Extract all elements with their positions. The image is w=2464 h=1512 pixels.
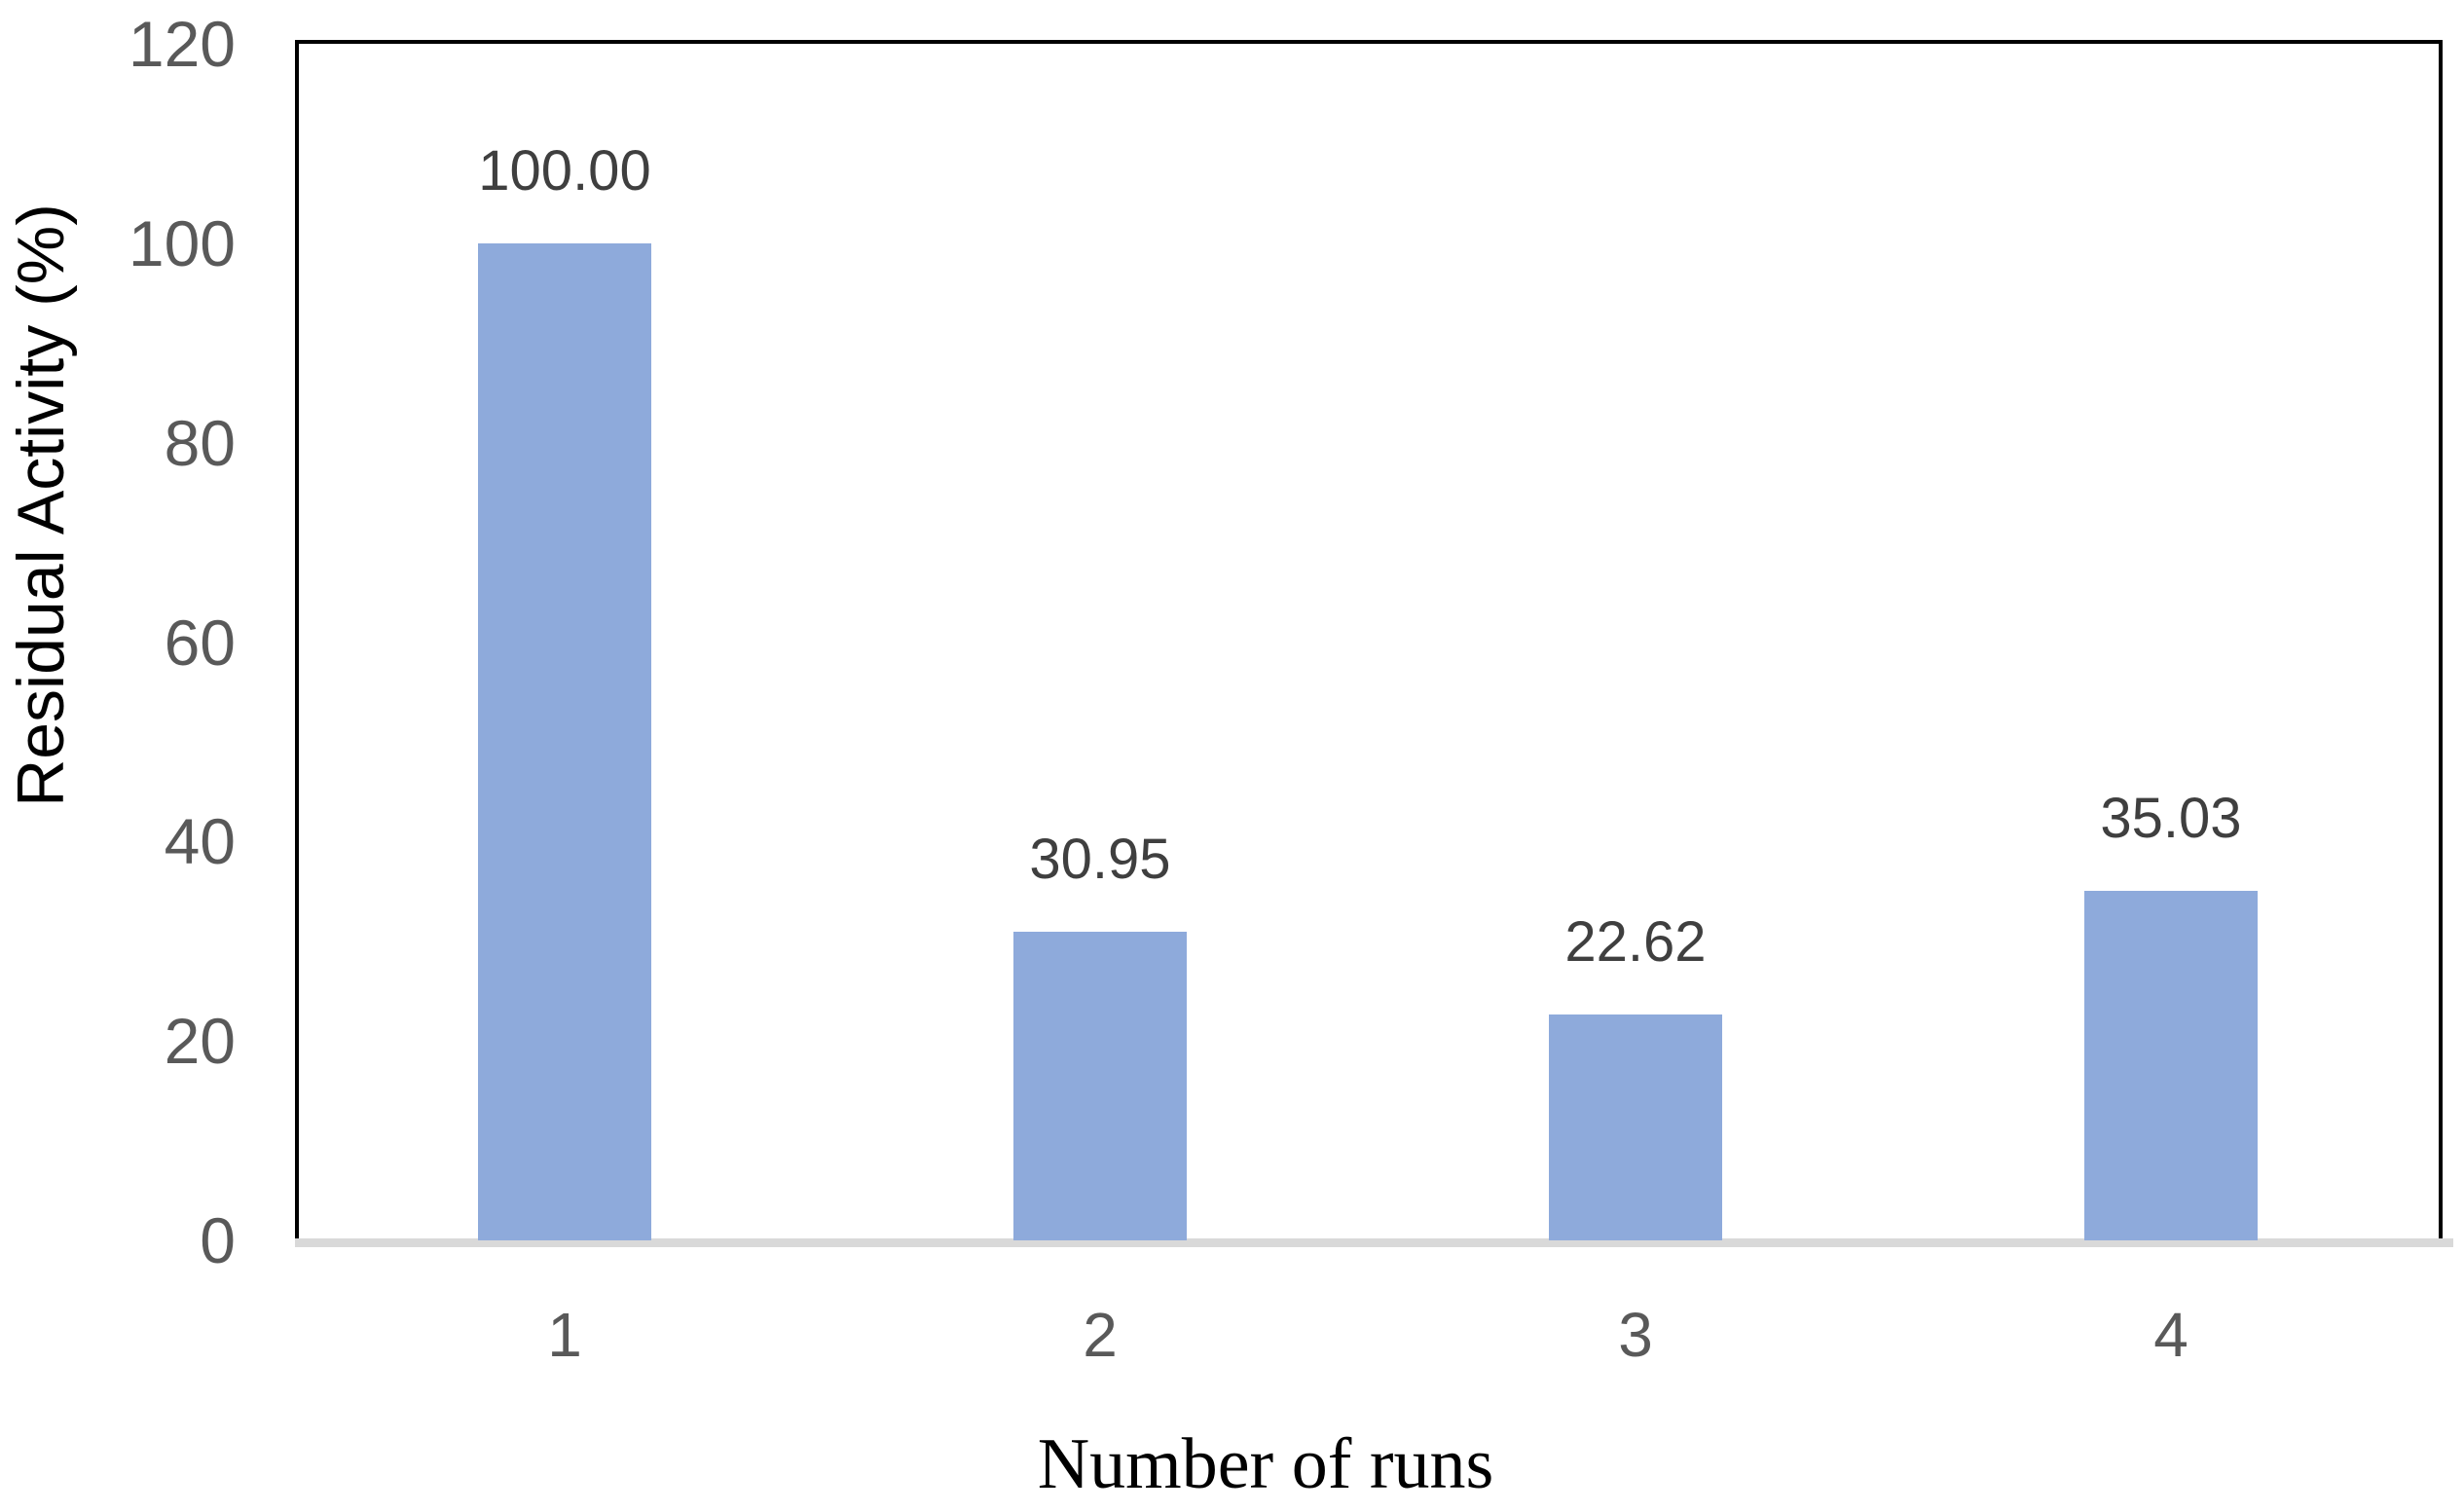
x-axis-category-label: 4 — [2153, 1300, 2188, 1370]
y-axis-tick-label: 20 — [164, 1005, 236, 1078]
y-axis-tick-label: 60 — [164, 606, 236, 679]
x-axis-line — [295, 1238, 2453, 1247]
bar — [1549, 1014, 1722, 1240]
bar-value-label: 30.95 — [1029, 828, 1171, 892]
bar-value-label: 100.00 — [478, 138, 651, 203]
x-axis-category-label: 3 — [1618, 1300, 1653, 1370]
bar — [1013, 932, 1187, 1240]
x-axis-category-label: 1 — [547, 1300, 582, 1370]
y-axis-tick-label: 120 — [128, 8, 236, 80]
bar — [478, 242, 651, 1240]
y-axis-tick-label: 80 — [164, 406, 236, 479]
y-axis-title: Residual Activity (%) — [4, 203, 78, 807]
bar-value-label: 35.03 — [2100, 787, 2242, 851]
bar-value-label: 22.62 — [1564, 910, 1707, 975]
x-axis-category-label: 2 — [1083, 1300, 1118, 1370]
plot-area — [295, 40, 2443, 1245]
y-axis-tick-label: 40 — [164, 805, 236, 878]
y-axis-tick-label: 0 — [200, 1204, 236, 1276]
bar — [2084, 891, 2258, 1240]
y-axis-tick-label: 100 — [128, 206, 236, 279]
x-axis-title: Number of runs — [1037, 1424, 1494, 1504]
